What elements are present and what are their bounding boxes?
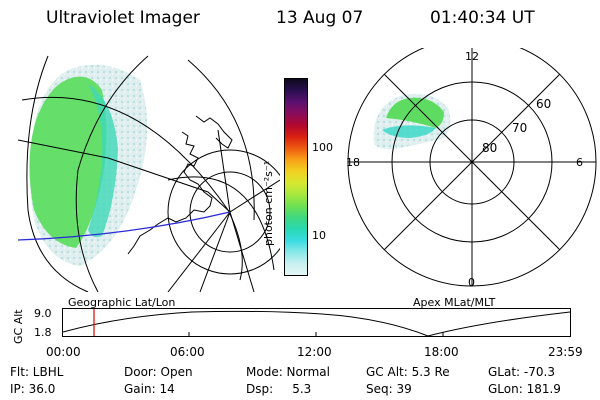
info-ip: IP: 36.0 bbox=[10, 382, 56, 396]
info-door: Door: Open bbox=[124, 365, 193, 379]
timeline-y-tick-high: 9.0 bbox=[34, 307, 52, 320]
altitude-timeline bbox=[62, 308, 571, 337]
colorbar-tick-100: 100 bbox=[312, 141, 333, 154]
info-seq: Seq: 39 bbox=[366, 382, 412, 396]
mlt-label-0: 0 bbox=[468, 276, 475, 289]
timeline-x-tick-0000: 00:00 bbox=[46, 345, 81, 359]
timeline-y-tick-low: 1.8 bbox=[34, 326, 52, 339]
lat-lon-grid bbox=[18, 55, 280, 292]
date-label: 13 Aug 07 bbox=[276, 8, 364, 28]
coastline bbox=[127, 131, 213, 255]
info-glon: GLon: 181.9 bbox=[488, 382, 561, 396]
mlt-label-12: 12 bbox=[465, 50, 479, 63]
timeline-x-tick-1200: 12:00 bbox=[297, 345, 332, 359]
timeline-y-axis-label: GC Alt bbox=[12, 309, 25, 344]
timeline-x-tick-0600: 06:00 bbox=[170, 345, 205, 359]
info-glat: GLat: -70.3 bbox=[488, 365, 555, 379]
info-mode: Mode: Normal bbox=[246, 365, 330, 379]
lat-label-70: 70 bbox=[512, 121, 527, 135]
geographic-map-panel bbox=[18, 55, 280, 292]
satellite-track bbox=[18, 211, 231, 241]
instrument-title: Ultraviolet Imager bbox=[46, 8, 200, 28]
aurora-cyan-edge bbox=[88, 84, 118, 238]
info-dsp: Dsp: 5.3 bbox=[246, 382, 312, 396]
mlt-label-6: 6 bbox=[576, 156, 583, 169]
polar-grid bbox=[347, 48, 597, 287]
aurora-green-band bbox=[29, 76, 107, 248]
timeline-x-tick-1800: 18:00 bbox=[424, 345, 459, 359]
mlt-label-18: 18 bbox=[346, 156, 360, 169]
timeline-x-tick-2359: 23:59 bbox=[548, 345, 583, 359]
apex-panel-label: Apex MLat/MLT bbox=[413, 296, 496, 309]
coastline-north bbox=[195, 115, 233, 149]
lat-label-80: 80 bbox=[482, 141, 497, 155]
polar-aurora-cyan bbox=[382, 125, 436, 138]
altitude-curve bbox=[62, 310, 571, 337]
polar-aurora-green bbox=[386, 97, 444, 128]
geographic-panel-label: Geographic Lat/Lon bbox=[68, 296, 176, 309]
lat-label-60: 60 bbox=[536, 97, 551, 111]
colorbar bbox=[284, 78, 308, 276]
colorbar-units-label: photon cm⁻²s⁻¹ bbox=[262, 160, 275, 246]
time-label: 01:40:34 UT bbox=[430, 8, 535, 28]
info-gc-alt: GC Alt: 5.3 Re bbox=[366, 365, 450, 379]
polar-plot-panel: 12 18 6 0 60 70 80 bbox=[346, 48, 597, 289]
colorbar-tick-10: 10 bbox=[312, 229, 326, 242]
info-gain: Gain: 14 bbox=[124, 382, 175, 396]
info-filter: Flt: LBHL bbox=[10, 365, 64, 379]
